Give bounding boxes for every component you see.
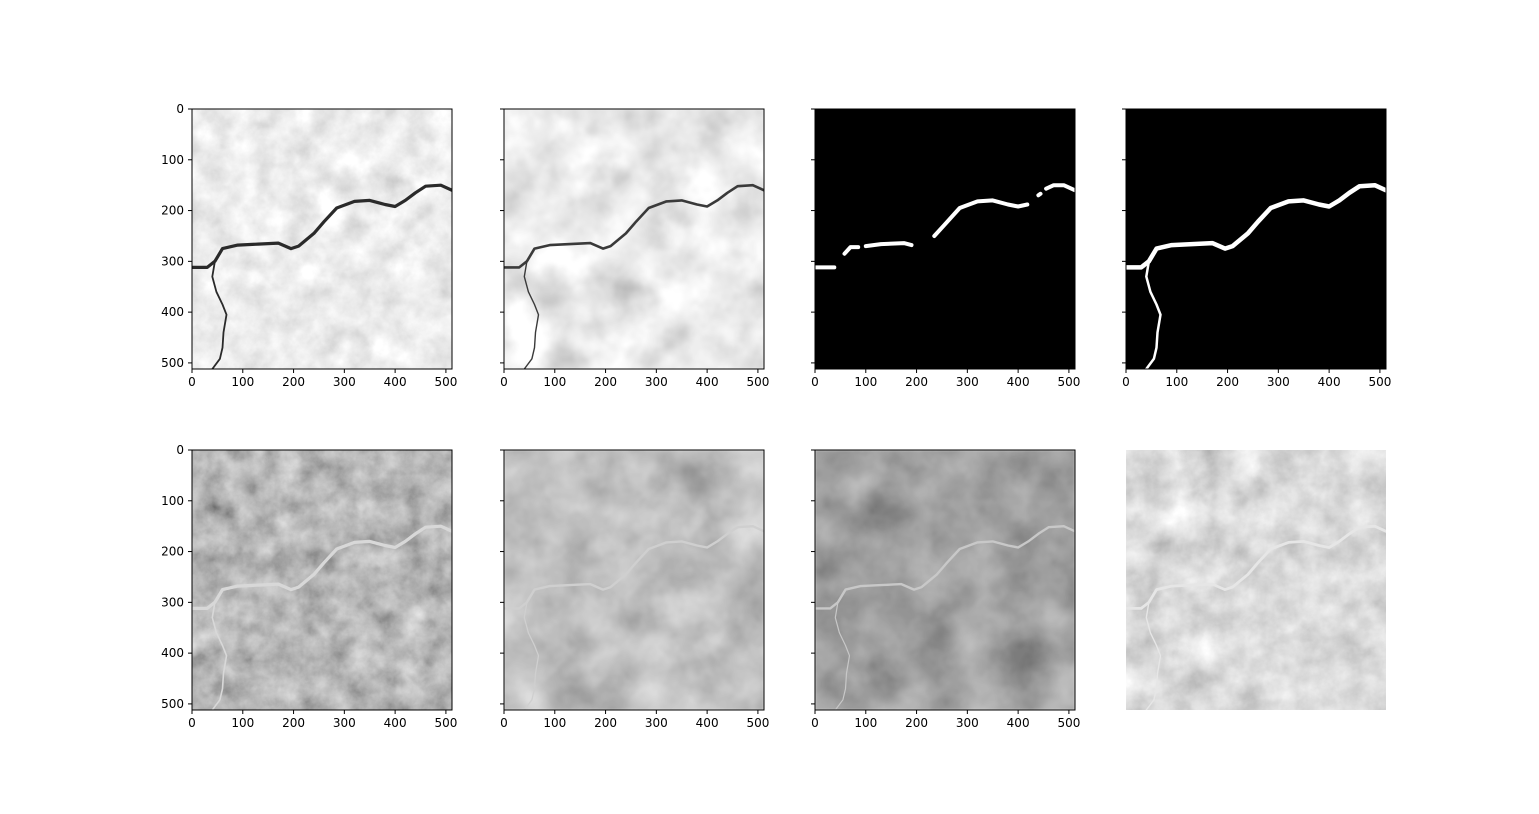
x-tick-label: 200 [282, 716, 305, 730]
x-tick-label: 400 [1318, 375, 1341, 389]
river [192, 183, 452, 269]
x-tick-label: 200 [905, 716, 928, 730]
x-tick-label: 500 [1368, 375, 1391, 389]
subplot-r1c3: 0 100 200 300 400 500 [811, 108, 1080, 389]
x-tick-label: 300 [1267, 375, 1290, 389]
river-mask-segment [932, 198, 1030, 238]
y-tick-label: 200 [161, 204, 184, 218]
x-tick-label: 100 [1165, 375, 1188, 389]
river-branch [834, 601, 851, 710]
subplot-r2c2: 0 100 200 300 400 500 [500, 449, 769, 730]
subplot-r1c2: 0 100 200 300 400 500 [500, 108, 769, 389]
x-tick-label: 200 [594, 375, 617, 389]
axes-frame [1125, 108, 1387, 370]
x-tick-label: 0 [500, 375, 508, 389]
x-tick-label: 100 [854, 375, 877, 389]
river [1126, 524, 1386, 610]
y-tick-label: 400 [161, 305, 184, 319]
image-r2c2 [504, 450, 764, 710]
subplot-r2c4 [1126, 450, 1386, 710]
river-branch-mask [1145, 260, 1162, 369]
x-tick-label: 300 [956, 716, 979, 730]
image-r2c1 [192, 450, 452, 710]
y-tick-label: 200 [161, 545, 184, 559]
x-tick-label: 0 [500, 716, 508, 730]
image-r2c3 [815, 450, 1075, 710]
y-tick-label: 500 [161, 356, 184, 370]
x-tick-label: 300 [333, 716, 356, 730]
image-r2c4 [1126, 450, 1386, 710]
axes-frame [191, 449, 453, 711]
x-tick-label: 100 [231, 716, 254, 730]
x-tick-label: 500 [434, 375, 457, 389]
river-branch [523, 260, 540, 369]
image-r1c4 [1126, 109, 1386, 369]
x-tick-label: 300 [333, 375, 356, 389]
x-tick-label: 500 [1057, 375, 1080, 389]
river-branch [1145, 601, 1162, 710]
river [504, 525, 764, 610]
axes-frame [191, 108, 453, 370]
y-tick-label: 400 [161, 646, 184, 660]
x-tick-label: 500 [434, 716, 457, 730]
x-tick-label: 0 [811, 716, 819, 730]
subplot-grid: 0 0 100 100 200 200 300 300 400 400 500 500 0 100 200 3… [161, 102, 1391, 730]
x-tick-label: 400 [384, 716, 407, 730]
image-r1c2 [504, 109, 764, 369]
y-tick-label: 500 [161, 697, 184, 711]
x-tick-label: 0 [811, 375, 819, 389]
x-tick-label: 400 [1007, 716, 1030, 730]
axes-frame [814, 449, 1076, 711]
x-tick-label: 200 [282, 375, 305, 389]
x-tick-label: 100 [543, 375, 566, 389]
x-tick-label: 400 [696, 375, 719, 389]
river-mask-segment [1036, 191, 1043, 198]
x-tick-label: 0 [188, 375, 196, 389]
image-r1c3 [815, 109, 1075, 369]
river [815, 525, 1075, 610]
river-mask-segment [863, 241, 914, 249]
axes-frame [503, 449, 765, 711]
river-branch [211, 260, 228, 369]
x-tick-label: 0 [188, 716, 196, 730]
x-tick-label: 400 [696, 716, 719, 730]
x-tick-label: 100 [231, 375, 254, 389]
x-tick-label: 500 [746, 716, 769, 730]
river-branch [523, 601, 540, 710]
river-branch [211, 601, 228, 710]
x-tick-label: 400 [1007, 375, 1030, 389]
y-tick-label: 100 [161, 494, 184, 508]
axes-frame [814, 108, 1076, 370]
y-tick-label: 300 [161, 595, 184, 609]
y-tick-label: 100 [161, 153, 184, 167]
river-mask-segment [842, 245, 861, 256]
x-tick-label: 500 [746, 375, 769, 389]
x-tick-label: 300 [956, 375, 979, 389]
axes-frame [503, 108, 765, 370]
x-tick-label: 200 [594, 716, 617, 730]
image-r1c1 [192, 109, 452, 369]
x-tick-label: 300 [645, 716, 668, 730]
subplot-r1c4: 0 100 200 300 400 500 [1122, 108, 1391, 389]
x-tick-label: 400 [384, 375, 407, 389]
river [504, 183, 764, 269]
river-mask [1126, 182, 1386, 270]
subplot-r1c1: 0 0 100 100 200 200 300 300 400 400 500 500 [161, 102, 457, 389]
subplot-r2c1: 0 0 100 100 200 200 300 300 400 400 500 500 [161, 443, 457, 730]
x-tick-label: 500 [1057, 716, 1080, 730]
x-tick-label: 300 [645, 375, 668, 389]
x-tick-label: 0 [1122, 375, 1130, 389]
river [192, 524, 452, 610]
x-tick-label: 100 [854, 716, 877, 730]
y-tick-label: 0 [176, 443, 184, 457]
y-tick-label: 300 [161, 254, 184, 268]
x-tick-label: 200 [1216, 375, 1239, 389]
x-tick-label: 100 [543, 716, 566, 730]
y-tick-label: 0 [176, 102, 184, 116]
x-tick-label: 200 [905, 375, 928, 389]
river-mask-segment [1044, 183, 1075, 193]
subplot-r2c3: 0 100 200 300 400 500 [811, 449, 1080, 730]
